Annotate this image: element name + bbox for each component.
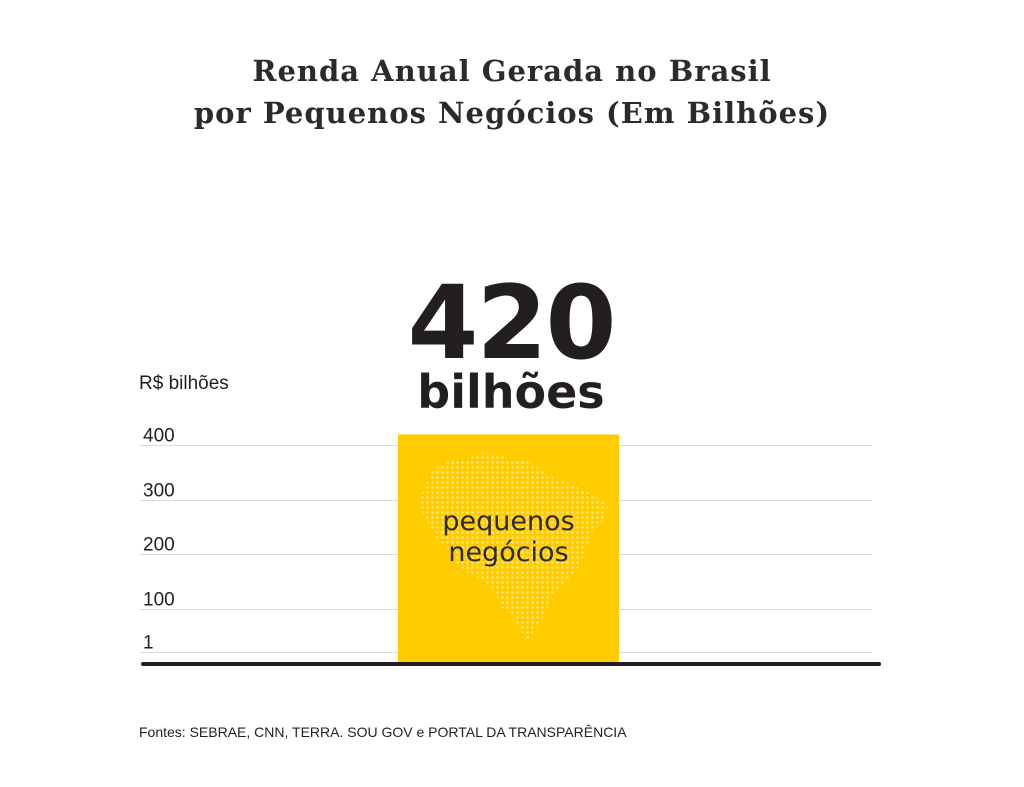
- bar-value-label: 420: [407, 264, 617, 383]
- y-tick-label: 200: [143, 535, 175, 556]
- y-tick-label: 300: [143, 481, 175, 502]
- bar-category-label-line-2: negócios: [448, 537, 569, 568]
- chart-title-line-2: por Pequenos Negócios (Em Bilhões): [193, 96, 831, 130]
- y-tick-label: 1: [143, 633, 154, 654]
- bars: [398, 434, 619, 663]
- bar-value-unit: bilhões: [417, 365, 605, 419]
- bar-category-label: pequenos negócios: [398, 506, 619, 568]
- brazil-map-icon: [418, 452, 608, 640]
- source-note: Fontes: SEBRAE, CNN, TERRA. SOU GOV e PO…: [139, 724, 627, 740]
- bar-category-label-line-1: pequenos: [442, 506, 575, 537]
- y-tick-labels: 1 100 200 300 400: [143, 426, 175, 654]
- chart-title-line-1: Renda Anual Gerada no Brasil: [252, 54, 772, 88]
- y-tick-label: 400: [143, 426, 175, 447]
- y-tick-label: 100: [143, 590, 175, 611]
- chart-title: Renda Anual Gerada no Brasil por Pequeno…: [0, 50, 1024, 134]
- y-axis-label: R$ bilhões: [139, 373, 229, 394]
